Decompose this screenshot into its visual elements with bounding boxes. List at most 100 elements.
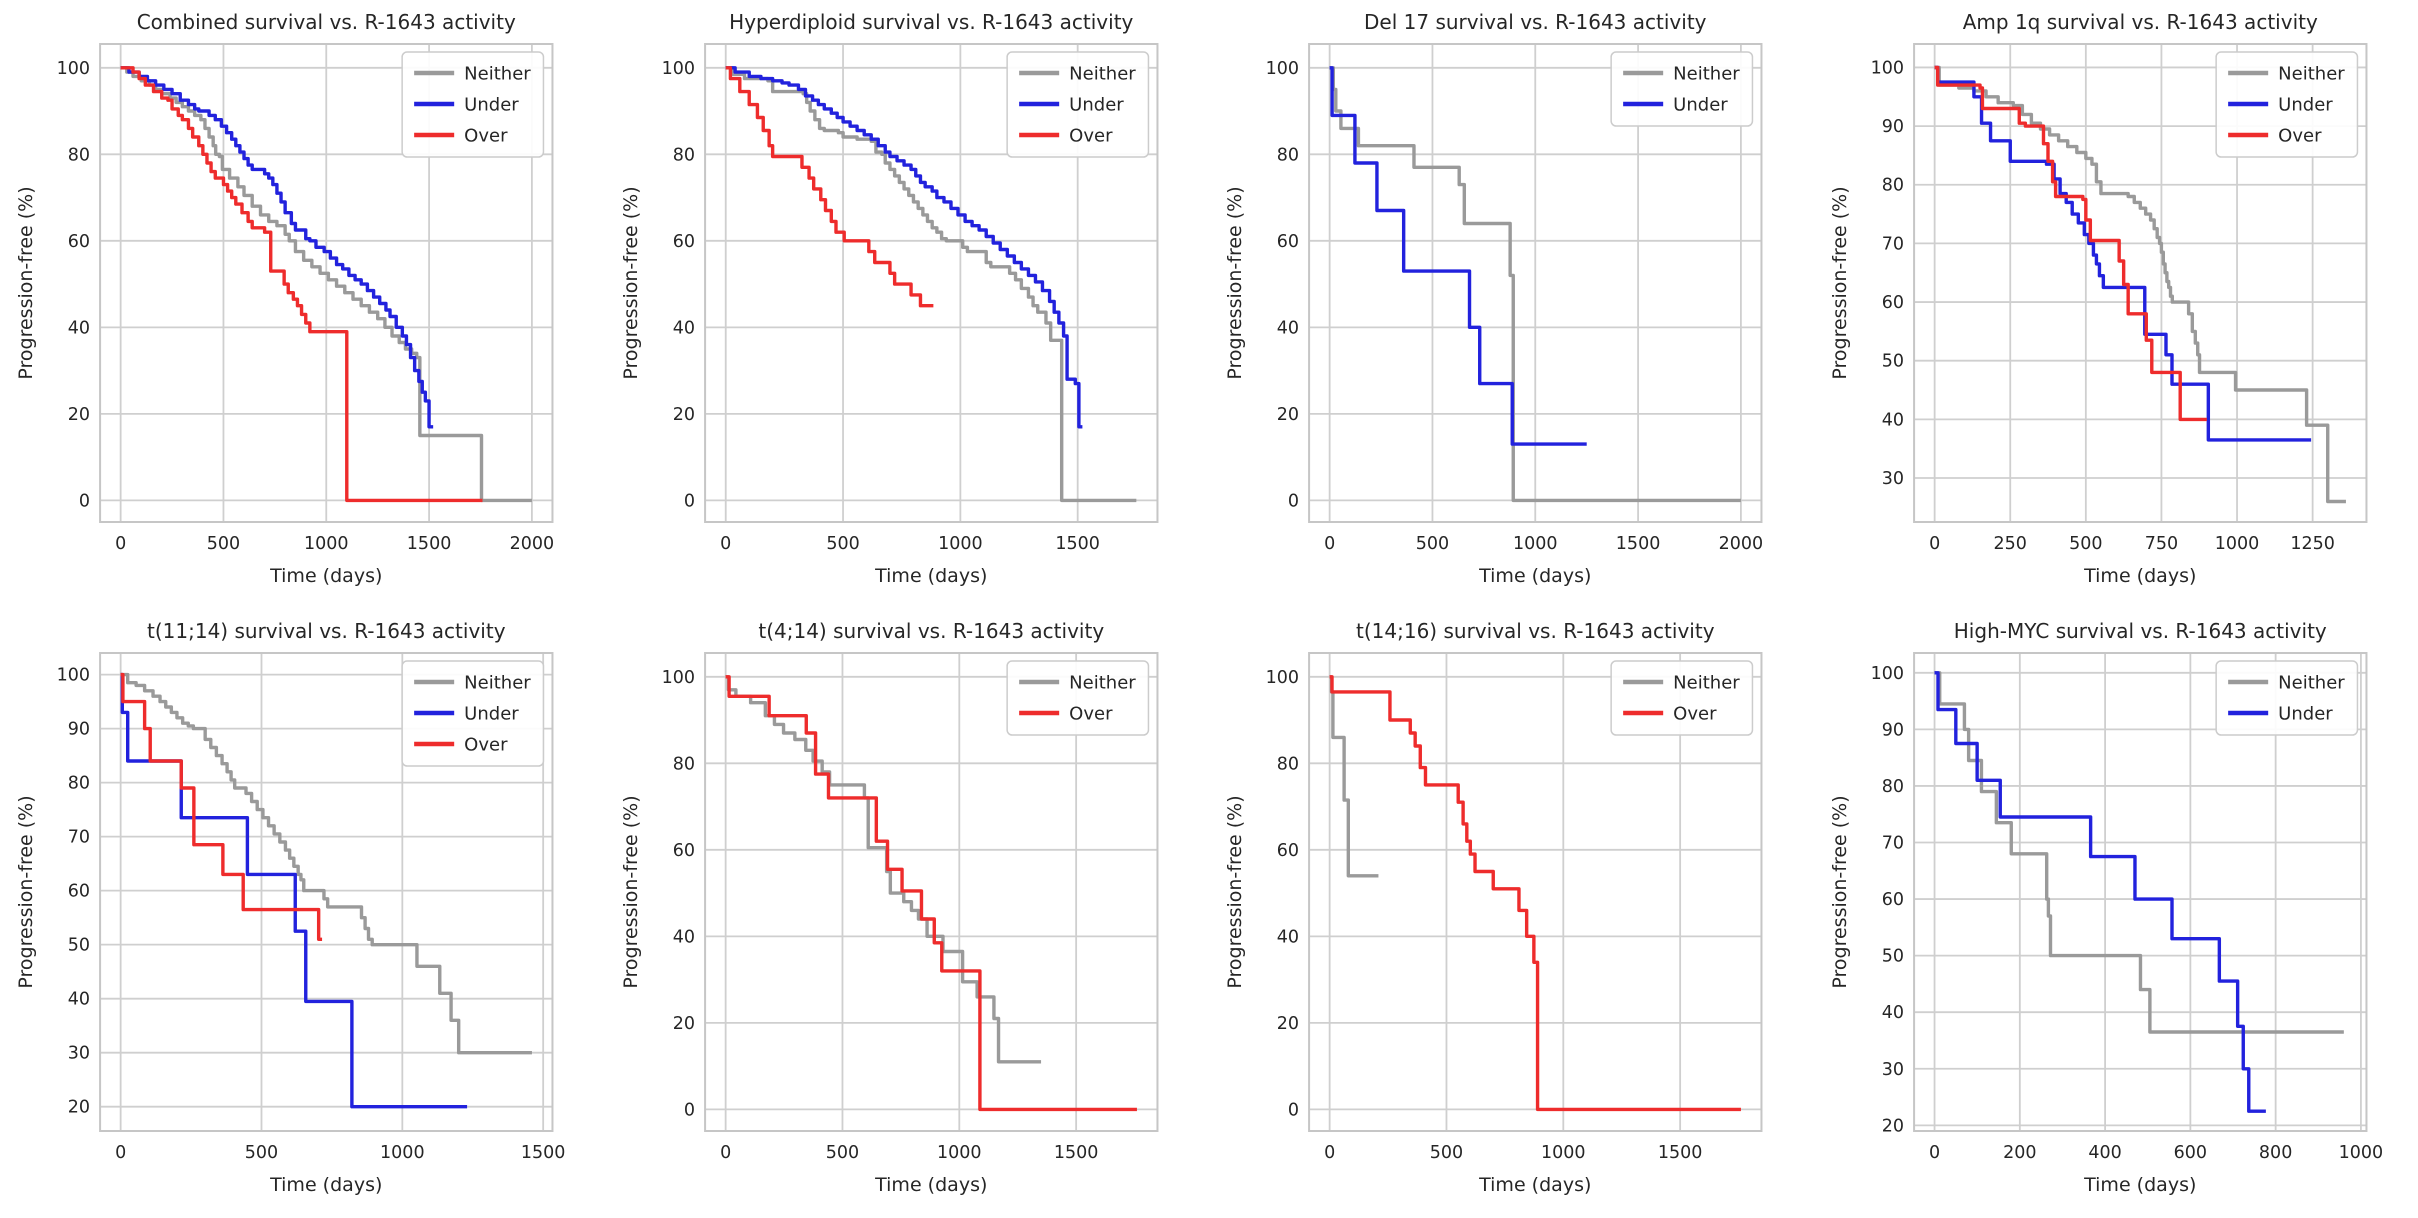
y-tick-label: 20 [68,405,90,425]
y-tick-label: 0 [1288,1100,1299,1120]
x-tick-label: 0 [1324,1143,1335,1163]
series-under [1933,671,2266,1113]
x-tick-label: 500 [1430,1143,1463,1163]
y-tick-label: 60 [1881,293,1903,313]
series-over [725,66,933,308]
series-group [1329,675,1741,1112]
legend-label-under: Under [1673,95,1728,116]
chart-title: Hyperdiploid survival vs. R-1643 activit… [729,10,1133,34]
y-tick-label: 80 [672,145,694,165]
series-neither [1934,65,2346,504]
axes-frame [1912,652,2367,1132]
y-tick-label: 30 [1881,1060,1903,1080]
y-tick-label: 100 [661,59,694,79]
chart-canvas: 0 200 400 600 800 1000 20 30 40 50 60 70 80 90 100 High… [1829,619,2383,1196]
y-tick-label: 70 [1881,234,1903,254]
y-tick-label: 60 [1277,232,1299,252]
legend-label-over: Over [1069,704,1113,725]
x-tick-label: 0 [1928,1143,1939,1163]
legend: Neither Under Over [401,660,545,767]
y-tick-label: 70 [68,828,90,848]
subplot-t4-14: 0 500 1000 1500 0 20 40 60 80 100 t(4;14) survival… [605,609,1210,1218]
y-tick-label: 30 [68,1044,90,1064]
legend-label-neither: Neither [2278,64,2345,85]
legend-label-neither: Neither [1673,673,1740,694]
legend-frame [2214,51,2358,158]
y-tick-label: 80 [68,774,90,794]
y-tick-label: 40 [1277,927,1299,947]
x-tick-label: 1500 [1053,1143,1098,1163]
y-tick-label: 80 [1277,145,1299,165]
y-tick-label: 100 [1266,59,1299,79]
x-tick-label: 0 [1929,534,1940,554]
chart-title: Amp 1q survival vs. R-1643 activity [1962,10,2317,34]
legend: Neither Over [1610,660,1754,736]
series-over [120,672,323,941]
y-axis-label: Progression-free (%) [620,186,642,379]
axes-frame [1912,43,2367,523]
series-over [120,66,483,503]
legend-label-neither: Neither [464,673,531,694]
series-group [120,66,532,503]
chart-canvas: 0 500 1000 1500 20 30 40 50 60 70 80 90 100 t(11;14) … [15,619,565,1196]
subplot-high-myc: 0 200 400 600 800 1000 20 30 40 50 60 70 80 90 100 High… [1814,609,2418,1218]
x-tick-label: 1500 [407,534,452,554]
chart-canvas: 0 500 1000 1500 2000 0 20 40 60 80 100 Del 17 survi… [1224,10,1764,587]
legend-frame [401,51,545,158]
subplot-combined: 0 500 1000 1500 2000 0 20 40 60 80 100 Combined sur… [0,0,605,609]
legend-label-neither: Neither [2278,673,2345,694]
y-axis-label: Progression-free (%) [15,186,37,379]
y-tick-label: 60 [68,882,90,902]
y-tick-label: 90 [68,720,90,740]
chart-canvas: 0 500 1000 1500 0 20 40 60 80 100 Hyperdiploid sur… [620,10,1158,587]
legend-label-under: Under [1069,95,1124,116]
legend-frame [1610,660,1754,736]
y-axis-label: Progression-free (%) [620,795,642,988]
y-tick-label: 20 [1277,405,1299,425]
y-tick-label: 60 [672,232,694,252]
series-group [1934,65,2346,504]
y-tick-label: 100 [1870,58,1903,78]
x-axis-label: Time (days) [1478,565,1591,587]
y-tick-label: 80 [1881,777,1903,797]
series-under [725,66,1082,429]
y-tick-label: 100 [1266,668,1299,688]
y-axis-label: Progression-free (%) [1224,186,1246,379]
y-tick-label: 80 [1881,176,1903,196]
chart-canvas: 0 500 1000 1500 2000 0 20 40 60 80 100 Combined sur… [15,10,554,587]
y-tick-label: 0 [79,491,90,511]
x-tick-label: 800 [2258,1143,2291,1163]
y-tick-label: 0 [683,1100,694,1120]
y-tick-label: 100 [661,668,694,688]
legend-frame [1005,660,1149,736]
x-axis-label: Time (days) [874,565,987,587]
series-under [1329,66,1587,446]
legend: Neither Over [1005,660,1149,736]
y-tick-label: 0 [1288,491,1299,511]
series-neither [120,672,532,1055]
legend-frame [1005,51,1149,158]
x-tick-label: 2000 [1719,534,1764,554]
subplot-t14-16: 0 500 1000 1500 0 20 40 60 80 100 t(14;16) surviva… [1209,609,1814,1218]
series-neither [1329,66,1741,503]
x-tick-label: 200 [2003,1143,2036,1163]
x-axis-label: Time (days) [2083,1174,2196,1196]
chart-canvas: 0 250 500 750 1000 1250 30 40 50 60 70 80 90 100 Amp 1… [1829,10,2367,587]
chart-title: t(14;16) survival vs. R-1643 activity [1356,619,1715,643]
legend-label-neither: Neither [1069,64,1136,85]
y-tick-label: 50 [68,936,90,956]
legend-label-neither: Neither [1069,673,1136,694]
x-axis-label: Time (days) [1478,1174,1591,1196]
y-tick-label: 30 [1881,469,1903,489]
x-tick-label: 500 [825,1143,858,1163]
subplot-del17: 0 500 1000 1500 2000 0 20 40 60 80 100 Del 17 survi… [1209,0,1814,609]
chart-title: High-MYC survival vs. R-1643 activity [1953,619,2326,643]
x-tick-label: 1250 [2290,534,2335,554]
legend-label-over: Over [464,126,508,147]
axes-frame [1308,652,1763,1132]
legend: Neither Under Over [2214,51,2358,158]
y-tick-label: 40 [68,318,90,338]
x-tick-label: 1000 [938,534,983,554]
y-tick-label: 60 [1277,841,1299,861]
legend-label-over: Over [464,735,508,756]
